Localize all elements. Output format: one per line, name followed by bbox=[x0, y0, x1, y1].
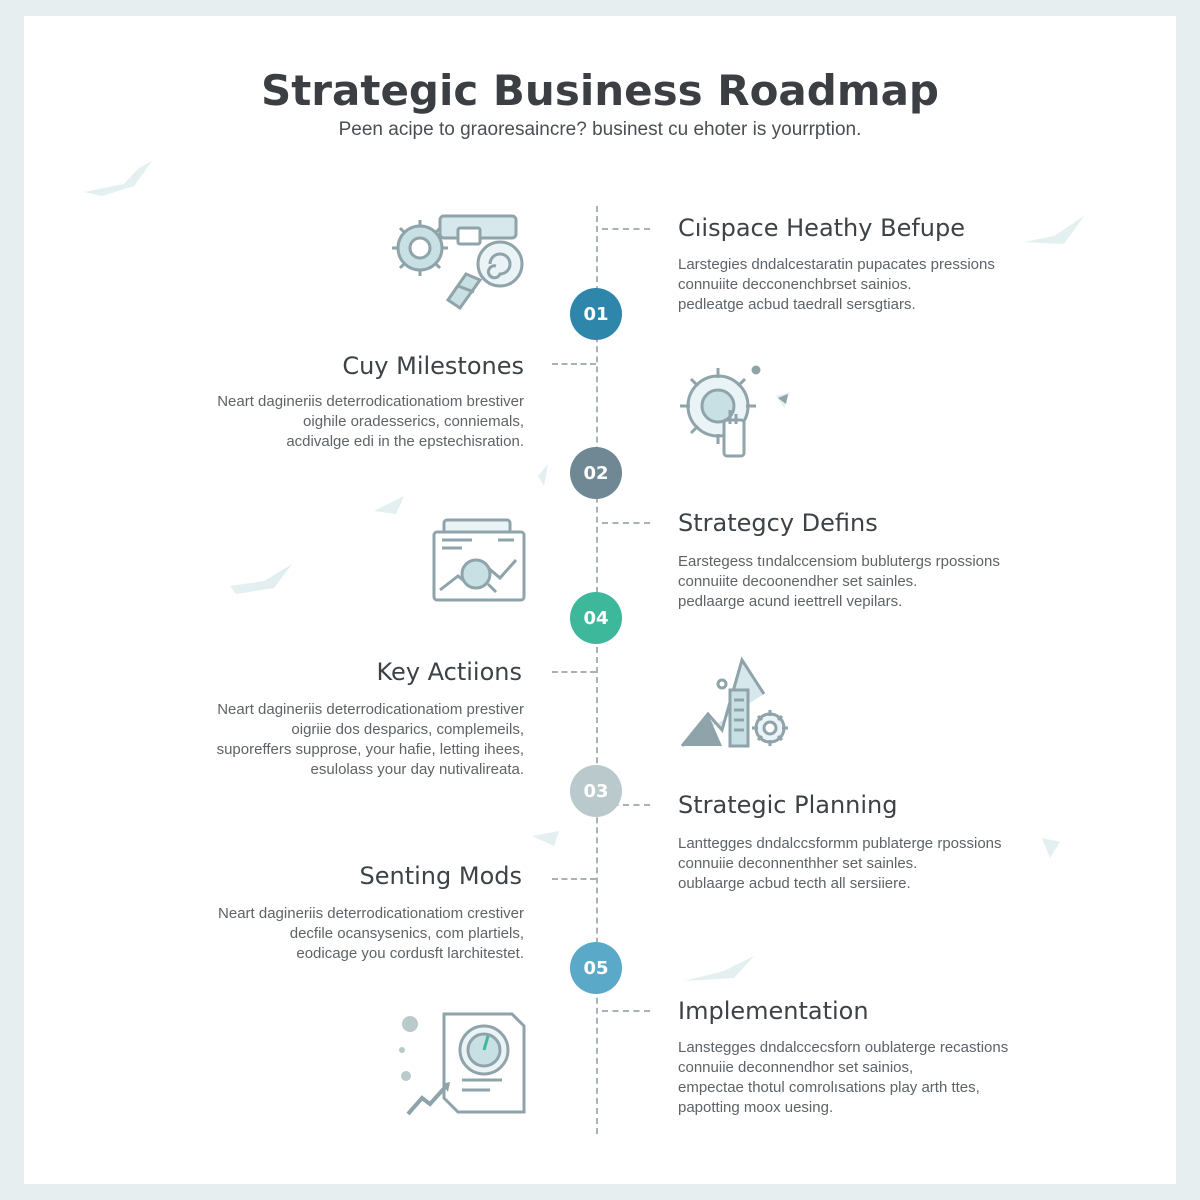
milestone-node-01: 01 bbox=[570, 288, 622, 340]
description-line: eodicage you cordusft larchitestet. bbox=[296, 945, 524, 962]
description-line: decfile ocansysenics, com plartiels, bbox=[289, 925, 524, 942]
description-line: connuiie deconnenthher set sainles. bbox=[678, 855, 918, 872]
description-line: oigriie dos desparics, complemeils, bbox=[291, 721, 524, 738]
section-description: Earstegess tındalccensiom bublutergs rpo… bbox=[678, 552, 1000, 612]
milestone-node-04: 04 bbox=[570, 592, 622, 644]
description-line: empectae thotul comrolısations play arth… bbox=[678, 1079, 980, 1096]
gear-magnifier-icon bbox=[392, 214, 524, 311]
description-line: Earstegess tındalccensiom bublutergs rpo… bbox=[678, 553, 1000, 570]
milestone-node-03: 03 bbox=[570, 765, 622, 817]
connector-right-4 bbox=[602, 1010, 650, 1012]
page-title: Strategic Business Roadmap bbox=[260, 66, 939, 115]
section-heading: Strategcy Defins bbox=[678, 509, 878, 537]
description-line: oublaarge acbud tecth all sersiiere. bbox=[678, 875, 911, 892]
section-heading: Cuy Milestones bbox=[342, 352, 524, 380]
description-line: acdivalge edi in the epstechisration. bbox=[286, 433, 524, 450]
section-heading: Senting Mods bbox=[359, 862, 523, 890]
description-line: connuiite decconenchbrset sainios. bbox=[678, 276, 912, 293]
gauge-document-icon bbox=[399, 1012, 526, 1116]
description-line: Neart dagineriis deterrodicationatiom br… bbox=[217, 393, 524, 410]
section-heading: Key Actiions bbox=[376, 658, 522, 686]
connector-right-1 bbox=[602, 228, 650, 230]
roadmap-card: Strategic Business Roadmap Peen acipe to… bbox=[24, 16, 1176, 1184]
section-heading: Strategic Planning bbox=[678, 791, 898, 819]
description-line: esulolass your day nutivalireata. bbox=[310, 761, 524, 778]
description-line: Neart dagineriis deterrodicationatiom pr… bbox=[217, 701, 524, 718]
description-line: pedleatge acbud taedrall sersgtiars. bbox=[678, 296, 916, 313]
connector-left-2 bbox=[552, 671, 596, 673]
section-description: Lanstegges dndalccecsforn oublaterge rec… bbox=[678, 1038, 1008, 1118]
timeline-axis bbox=[596, 206, 598, 1134]
section-heading: Implementation bbox=[678, 997, 869, 1025]
milestone-node-02: 02 bbox=[570, 447, 622, 499]
description-line: Lanttegges dndalccsformm publaterge rpos… bbox=[678, 835, 1002, 852]
description-line: pedlaarge acund ieettrell vepilars. bbox=[678, 593, 903, 610]
section-description: Neart dagineriis deterrodicationatiom pr… bbox=[217, 700, 524, 780]
section-heading: Cıispace Heathy Befupe bbox=[678, 214, 965, 242]
mountain-gear-icon bbox=[680, 656, 788, 748]
connector-left-3 bbox=[552, 878, 596, 880]
description-line: Lanstegges dndalccecsforn oublaterge rec… bbox=[678, 1039, 1009, 1056]
description-line: suporeffers supprose, your hafie, lettin… bbox=[216, 741, 524, 758]
description-line: connuiite decoonendher set sainles. bbox=[678, 573, 918, 590]
description-line: Neart dagineriis deterrodicationatiom cr… bbox=[218, 905, 524, 922]
description-line: connuiie deconnendhor set sainios, bbox=[678, 1059, 914, 1076]
connector-left-1 bbox=[552, 363, 596, 365]
description-line: oighile oradesserics, conniemals, bbox=[303, 413, 524, 430]
connector-right-2 bbox=[602, 522, 650, 524]
section-description: Larstegies dndalcestaratin pupacates pre… bbox=[678, 255, 995, 315]
description-line: papotting moox uesing. bbox=[678, 1099, 834, 1116]
page-subtitle: Peen acipe to graoresaincre? businest cu… bbox=[338, 119, 862, 140]
description-line: Larstegies dndalcestaratin pupacates pre… bbox=[678, 256, 995, 273]
section-description: Neart dagineriis deterrodicationatiom cr… bbox=[218, 904, 524, 964]
connector-right-3 bbox=[602, 804, 650, 806]
section-description: Neart dagineriis deterrodicationatiom br… bbox=[217, 392, 524, 452]
gear-hand-icon bbox=[680, 365, 788, 458]
milestone-node-05: 05 bbox=[570, 942, 622, 994]
chart-magnifier-icon bbox=[432, 518, 526, 602]
section-description: Lanttegges dndalccsformm publaterge rpos… bbox=[678, 834, 1002, 894]
